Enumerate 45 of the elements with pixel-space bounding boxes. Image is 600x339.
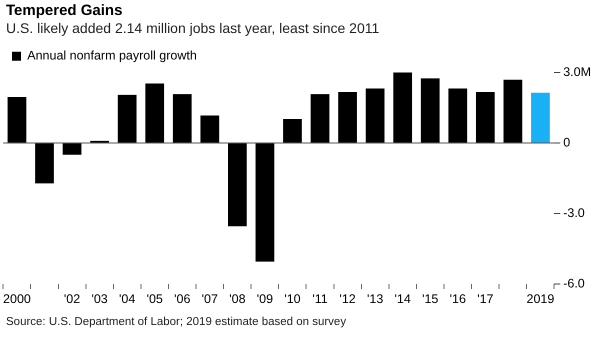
x-tick-label: '16 (450, 292, 466, 306)
x-tick-label: '02 (64, 292, 80, 306)
y-tick-label: -6.0 (563, 276, 585, 290)
x-tick-label: '11 (312, 292, 328, 306)
bar (62, 144, 82, 155)
bar (420, 78, 440, 142)
x-tick-label: '03 (91, 292, 108, 306)
x-tick-label: '05 (146, 292, 163, 306)
x-tick-label: 2019 (526, 292, 554, 306)
bar (256, 144, 274, 262)
x-tick-label: '17 (477, 292, 494, 306)
bar (118, 94, 137, 142)
chart-title: Tempered Gains (6, 2, 122, 19)
bar (283, 119, 302, 142)
bar (310, 94, 330, 142)
bar (393, 72, 412, 142)
bar (366, 88, 384, 142)
x-tick-label: 2000 (3, 292, 31, 306)
x-tick-label: '14 (394, 292, 411, 306)
legend-label: Annual nonfarm payroll growth (27, 48, 197, 63)
source-note: Source: U.S. Department of Labor; 2019 estimate based on survey (6, 316, 346, 328)
bar (448, 88, 468, 142)
x-tick-label: '06 (174, 292, 190, 306)
x-tick-label: '09 (256, 292, 274, 306)
bar (200, 116, 220, 142)
x-tick-label: '07 (202, 292, 218, 306)
y-tick-label: 3.0M (563, 64, 592, 79)
x-tick-label: '13 (366, 292, 384, 306)
x-tick-label: '04 (119, 292, 136, 306)
x-tick-label: '10 (284, 292, 301, 306)
bar (476, 92, 495, 142)
x-tick-label: '08 (229, 292, 246, 306)
bar (35, 144, 54, 184)
y-tick-label: 0 (563, 135, 570, 150)
x-tick-label: '15 (422, 292, 438, 306)
bar (8, 96, 26, 142)
bar (145, 84, 164, 142)
bar (338, 92, 357, 142)
y-tick-label: -3.0 (563, 206, 585, 220)
chart-subtitle: U.S. likely added 2.14 million jobs last year, least since 2011 (6, 20, 380, 36)
x-tick-label: '12 (339, 292, 356, 306)
bar (531, 92, 550, 142)
bar (172, 94, 192, 142)
bar (504, 80, 522, 142)
bar (228, 144, 247, 226)
